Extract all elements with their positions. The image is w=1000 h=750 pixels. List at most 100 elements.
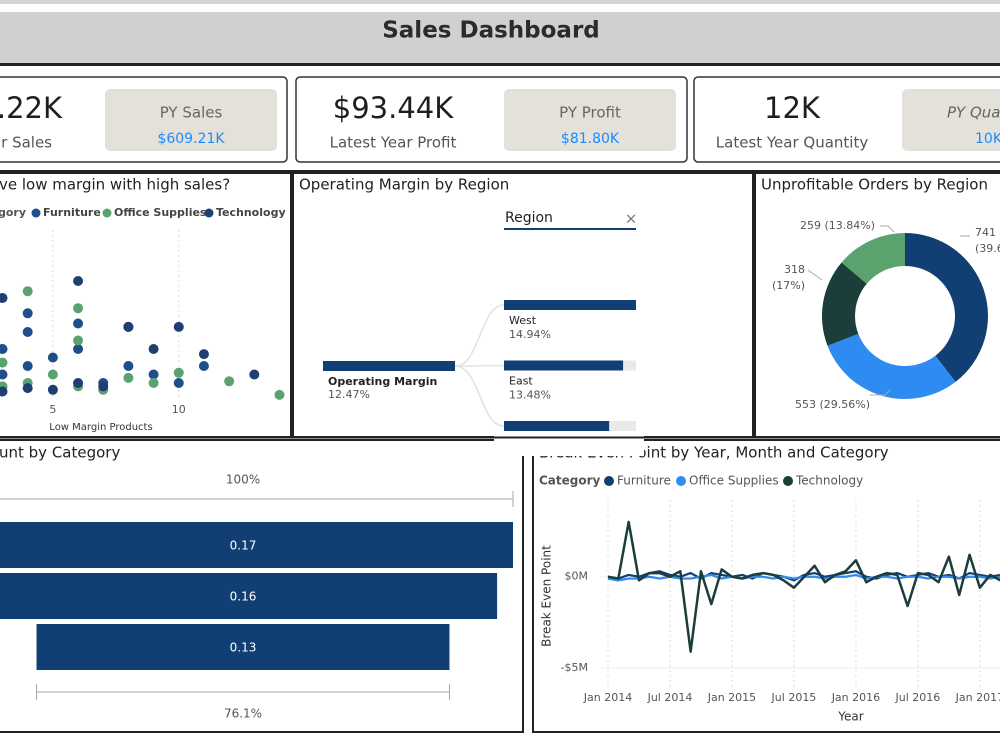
legend-title: gory	[0, 206, 26, 219]
node-value: 14.94%	[509, 328, 551, 341]
funnel-value: 0.16	[230, 590, 257, 604]
funnel-bar	[36, 624, 450, 670]
funnel-bar	[0, 522, 513, 568]
funnel-top-label: 100%	[226, 473, 260, 487]
legend-label: Office Supplies	[114, 206, 207, 219]
x-tick-label: 5	[49, 403, 56, 416]
node-bar	[504, 360, 624, 371]
x-tick-label: Jul 2016	[895, 691, 941, 704]
node-name: East	[509, 375, 533, 388]
node-name: West	[509, 314, 537, 327]
leader-line	[880, 225, 895, 233]
scatter-point	[73, 303, 84, 314]
connector	[454, 364, 505, 367]
scatter-point	[0, 293, 8, 303]
scatter-point	[148, 344, 159, 354]
kpi-label: Latest Year Quantity	[716, 134, 869, 152]
node-value: 13.48%	[509, 389, 551, 402]
filter-label: Region	[505, 210, 553, 226]
kpi-value: 12K	[764, 91, 821, 125]
node-bar	[504, 421, 610, 431]
scatter-point	[47, 352, 58, 363]
scatter-point	[73, 344, 84, 354]
legend-label: Technology	[216, 206, 286, 219]
kpi-label: ar Sales	[0, 134, 52, 152]
funnel-bottom-label: 76.1%	[224, 707, 262, 721]
kpi-value: $93.44K	[333, 91, 454, 125]
legend-title: Category	[539, 474, 601, 488]
funnel-bracket	[36, 684, 450, 700]
legend-dot	[676, 476, 686, 486]
scatter-point	[198, 361, 209, 371]
scatter-point	[148, 378, 159, 388]
legend-dot	[783, 476, 793, 486]
funnel-value: 0.13	[230, 641, 257, 655]
scatter-point	[249, 369, 260, 380]
scatter-point	[47, 369, 58, 380]
scatter-point	[73, 318, 84, 329]
kpi-value: .22K	[0, 91, 63, 125]
scatter-point	[22, 308, 33, 319]
donut-label: 553 (29.56%)	[795, 398, 870, 411]
donut-label: (17%)	[772, 279, 805, 292]
scatter-point	[123, 361, 134, 371]
scatter-point	[173, 367, 184, 378]
scatter-panel	[0, 172, 292, 438]
x-tick-label: Jul 2015	[771, 691, 817, 704]
leader-line	[870, 389, 891, 396]
scatter-point	[0, 386, 8, 397]
scatter-point	[274, 389, 285, 400]
x-axis-label: Low Margin Products	[49, 422, 152, 433]
row-rule	[0, 170, 1000, 172]
x-tick-label: Jan 2016	[831, 691, 880, 704]
donut-slice	[905, 233, 988, 382]
root-bar	[323, 361, 455, 371]
y-tick-label: -$5M	[561, 661, 588, 674]
funnel-value: 0.17	[230, 539, 257, 553]
panel-mask	[494, 436, 644, 456]
funnel-bracket	[0, 491, 514, 507]
legend-dot	[31, 208, 41, 218]
scatter-point	[22, 361, 33, 371]
donut-slice	[841, 233, 905, 284]
scatter-point	[0, 369, 8, 380]
donut-label: (39.6	[975, 242, 1000, 255]
scatter-point	[123, 321, 134, 332]
x-tick-label: Jan 2015	[707, 691, 756, 704]
line-series	[607, 520, 1000, 653]
y-axis-label: Break Even Point	[540, 545, 554, 647]
chart-layer: gory Furniture Office Supplies Technology 5 1…	[0, 206, 1000, 724]
kpi-row: .22K ar Sales PY Sales $609.21K $93.44K Lates…	[0, 76, 1000, 163]
scatter-point	[0, 344, 8, 354]
donut-label: 741	[975, 226, 996, 239]
x-axis-label: Year	[837, 710, 863, 724]
donut-label: 259 (13.84%)	[800, 219, 875, 232]
kpi-py-label: PY Qua	[947, 104, 1000, 122]
x-tick-label: Jul 2014	[647, 691, 693, 704]
line-panel	[532, 439, 1000, 733]
legend-label: Furniture	[617, 474, 671, 488]
kpi-py-value: $81.80K	[561, 131, 620, 147]
panel-title: Operating Margin by Region	[299, 176, 509, 194]
filter-close[interactable]: ×	[625, 210, 638, 228]
legend-label: Office Supplies	[689, 474, 779, 488]
legend-label: Furniture	[43, 206, 101, 219]
kpi-py-box	[902, 89, 1000, 151]
scatter-point	[73, 276, 84, 286]
kpi-py-box	[105, 89, 277, 151]
y-tick-label: $0M	[565, 570, 589, 583]
scatter-point	[22, 286, 33, 297]
donut-slice	[821, 262, 867, 346]
scatter-point	[98, 381, 109, 392]
top-strip	[0, 0, 1000, 4]
kpi-label: Latest Year Profit	[330, 134, 457, 152]
scatter-point	[22, 383, 33, 394]
scatter-point	[224, 376, 235, 387]
scatter-point	[148, 369, 159, 380]
funnel-bar	[0, 573, 498, 619]
panel-title: ve low margin with high sales?	[0, 176, 230, 194]
scatter-point	[173, 321, 184, 332]
connector	[454, 304, 505, 367]
